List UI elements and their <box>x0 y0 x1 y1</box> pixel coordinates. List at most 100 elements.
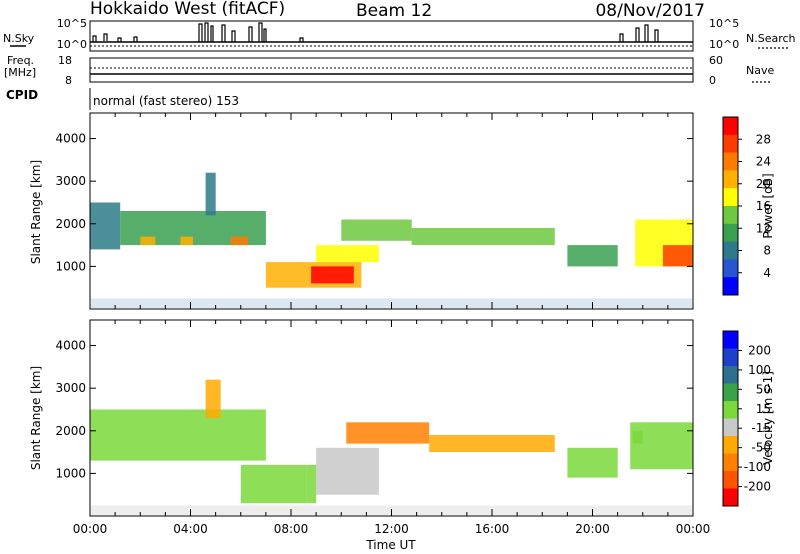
nsearch-label: N.Search <box>746 32 796 45</box>
power-echo-region-7 <box>311 266 354 284</box>
colorbar-swatch <box>723 170 738 189</box>
colorbar-tick-label: 20 <box>756 177 771 191</box>
power-cbar-label: Power [dB] <box>761 173 775 238</box>
colorbar-swatch <box>723 436 738 454</box>
colorbar-swatch <box>723 418 738 437</box>
beam-label: Beam 12 <box>356 1 432 21</box>
xtick-label: 04:00 <box>173 522 208 536</box>
colorbar-swatch <box>723 383 738 402</box>
xtick-label: 08:00 <box>274 522 309 536</box>
velocity-echo-region-5 <box>346 422 430 444</box>
ytick-label: 3000 <box>55 381 86 395</box>
velocity-cbar-label: Velocity [m s-1] <box>761 371 775 465</box>
nsearch-tick-high: 10^5 <box>709 17 739 30</box>
power-echo-region-9 <box>341 219 412 241</box>
power-yaxis: 1000 2000 3000 4000 <box>55 132 693 273</box>
nsky-label: N.Sky <box>3 32 35 45</box>
colorbar-tick-label: -200 <box>744 480 771 494</box>
colorbar-swatch <box>723 259 738 278</box>
velocity-data-region <box>90 379 693 515</box>
velocity-echo-region-1 <box>205 379 221 418</box>
power-panel: 1000 2000 3000 4000 Slant Range [km] <box>29 112 694 310</box>
colorbar-swatch <box>723 488 738 507</box>
colorbar-tick-label: 4 <box>763 266 771 280</box>
xtick-label: 00:00 <box>676 522 711 536</box>
power-echo-region-13 <box>662 245 693 267</box>
colorbar-tick-label: 100 <box>748 363 771 377</box>
freq-tick-high: 18 <box>58 54 72 67</box>
colorbar-tick-label: 12 <box>756 221 771 235</box>
ytick-label: 4000 <box>55 132 86 146</box>
freq-label: Freq. <box>7 54 34 67</box>
power-echo-region-2 <box>140 236 156 246</box>
velocity-echo-region-9 <box>632 430 643 444</box>
colorbar-swatch <box>723 223 738 243</box>
velocity-echo-region-8 <box>630 422 693 470</box>
date-label: 08/Nov/2017 <box>595 1 705 21</box>
colorbar-tick-label: 16 <box>756 199 771 213</box>
velocity-echo-region-6 <box>429 435 555 452</box>
power-echo-region-3 <box>180 236 193 246</box>
ytick-label: 2000 <box>55 217 86 231</box>
colorbar-swatch <box>723 471 738 489</box>
colorbar-tick-label: 200 <box>748 343 771 357</box>
colorbar-tick-label: 50 <box>756 382 771 396</box>
xtick-label: 16:00 <box>475 522 510 536</box>
power-echo-region-0 <box>90 202 121 250</box>
ytick-label: 1000 <box>55 259 86 273</box>
colorbar-swatch <box>723 331 738 349</box>
power-echo-region-10 <box>411 228 555 245</box>
colorbar-tick-label: 24 <box>756 155 771 169</box>
colorbar-swatch <box>723 401 738 419</box>
ytick-label: 1000 <box>55 466 86 480</box>
ytick-label: 2000 <box>55 424 86 438</box>
velocity-echo-region-3 <box>306 464 317 504</box>
cpid-label: CPID <box>6 88 38 102</box>
colorbar-swatch <box>723 206 738 225</box>
colorbar-tick-label: 15 <box>756 402 771 416</box>
nsky-tick-low: 10^0 <box>57 38 87 51</box>
xtick-label: 12:00 <box>374 522 409 536</box>
colorbar-swatch <box>723 152 738 171</box>
colorbar-tick-label: 8 <box>763 244 771 258</box>
colorbar-tick-label: -15 <box>751 421 771 435</box>
velocity-echo-region-0 <box>90 409 266 461</box>
colorbar-swatch <box>723 117 738 136</box>
power-ylabel: Slant Range [km] <box>29 160 43 264</box>
power-echo-region-4 <box>230 236 249 246</box>
time-xlabel: Time UT <box>365 538 416 552</box>
velocity-echo-region-7 <box>567 447 618 478</box>
colorbar-swatch <box>723 188 738 207</box>
power-colorbar: 28 24 20 16 12 8 4 Power [dB] <box>722 116 775 296</box>
colorbar-tick-label: 28 <box>756 132 771 146</box>
velocity-yaxis: 1000 2000 3000 4000 <box>55 339 693 480</box>
colorbar-swatch <box>723 366 738 384</box>
power-echo-region-8 <box>316 245 379 263</box>
power-echo-region-11 <box>567 245 618 267</box>
xtick-label: 00:00 <box>73 522 108 536</box>
radar-title: Hokkaido West (fitACF) <box>90 0 285 19</box>
velocity-colorbar: 200 100 50 15 -15 -50 -100 -200 Velocity [m s-1… <box>722 330 775 507</box>
freq-unit-label: [MHz] <box>4 66 36 79</box>
velocity-echo-region-4 <box>316 447 379 495</box>
colorbar-tick-label: -100 <box>744 460 771 474</box>
power-xaxis-ticks <box>89 113 694 309</box>
colorbar-swatch <box>723 277 738 296</box>
cpid-text: normal (fast stereo) 153 <box>93 94 239 108</box>
nave-tick-high: 60 <box>709 54 723 67</box>
nave-label: Nave <box>746 64 774 77</box>
colorbar-tick-label: -50 <box>751 441 771 455</box>
nave-tick-low: 0 <box>709 74 716 87</box>
power-echo-region-5 <box>205 172 216 216</box>
colorbar-swatch <box>723 134 738 154</box>
nsky-panel: N.Sky 10^5 10^0 10^5 10^0 N.Search <box>3 17 796 52</box>
freq-panel: Freq. [MHz] 18 8 60 0 Nave <box>4 54 774 87</box>
colorbar-swatch <box>723 348 738 367</box>
colorbar-swatch <box>723 453 738 472</box>
colorbar-swatch <box>723 241 738 260</box>
velocity-panel: 1000 2000 3000 4000 00:00 04:00 08:00 12:00 16:… <box>29 319 711 552</box>
velocity-ylabel: Slant Range [km] <box>29 366 43 470</box>
nsearch-tick-low: 10^0 <box>709 38 739 51</box>
velocity-xaxis: 00:00 04:00 08:00 12:00 16:00 20:00 00:00 <box>73 320 711 536</box>
